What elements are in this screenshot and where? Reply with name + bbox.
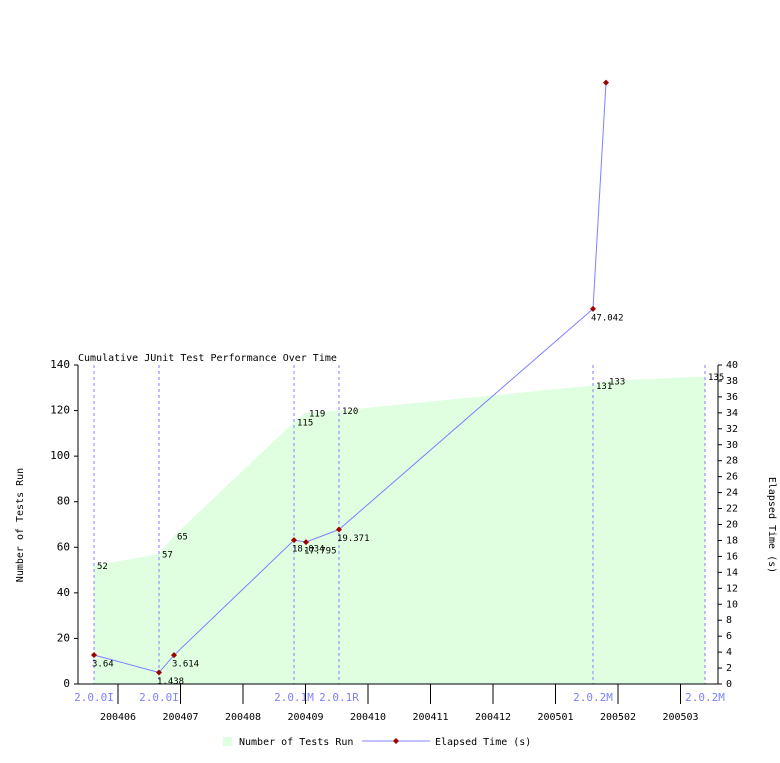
y-tick-label: 80 [57, 495, 70, 508]
x-tick-label: 200406 [100, 712, 136, 723]
y-tick-label: 140 [50, 358, 70, 371]
y2-tick-label: 8 [726, 615, 732, 626]
area-value-label: 131 [596, 382, 612, 392]
x-tick-label: 200503 [662, 712, 698, 723]
line-value-label: 19.371 [337, 534, 370, 544]
y-tick-label: 100 [50, 449, 70, 462]
x-tick-label: 200410 [350, 712, 386, 723]
legend-label: Number of Tests Run [239, 737, 353, 748]
area-value-label: 133 [609, 377, 625, 387]
y2-tick-label: 40 [726, 360, 738, 371]
line-value-label: 18.034 [292, 545, 325, 555]
y2-tick-label: 36 [726, 392, 738, 403]
area-value-label: 119 [309, 409, 325, 419]
y2-tick-label: 32 [726, 424, 738, 435]
y2-tick-label: 20 [726, 520, 738, 531]
y2-tick-label: 16 [726, 551, 738, 562]
y2-tick-label: 28 [726, 456, 738, 467]
area-value-label: 57 [162, 551, 173, 561]
y2-tick-label: 34 [726, 408, 738, 419]
x-tick-label: 200502 [600, 712, 636, 723]
y2-tick-label: 2 [726, 663, 732, 674]
area-value-label: 120 [342, 407, 358, 417]
y2-tick-label: 4 [726, 647, 732, 658]
legend-label: Elapsed Time (s) [435, 737, 531, 748]
y-tick-label: 120 [50, 404, 70, 417]
x-tick-label: 200501 [537, 712, 573, 723]
line-marker [590, 305, 596, 312]
y2-tick-label: 22 [726, 504, 738, 515]
line [93, 82, 607, 674]
line-marker [91, 651, 97, 658]
line-value-label: 3.614 [172, 660, 199, 670]
line-marker [303, 539, 309, 546]
x-tick-label: 200412 [475, 712, 511, 723]
y2-tick-label: 14 [726, 567, 738, 578]
line-marker [291, 537, 297, 544]
release-label: 2.0.2M [573, 691, 613, 704]
y2-tick-label: 26 [726, 472, 738, 483]
release-label: 2.0.1M [274, 691, 314, 704]
line-marker [156, 669, 162, 676]
area-value-label: 52 [97, 562, 108, 572]
x-tick-label: 200411 [412, 712, 448, 723]
release-label: 2.0.0I [74, 691, 114, 704]
line-value-label: 1.438 [157, 677, 184, 687]
y-tick-label: 40 [57, 586, 70, 599]
y2-tick-label: 0 [726, 679, 732, 690]
y2-tick-label: 18 [726, 535, 738, 546]
y2-axis-label: Elapsed Time (s) [766, 477, 777, 573]
area-value-label: 135 [708, 373, 724, 383]
line-value-label: 47.042 [591, 313, 624, 323]
chart-title: Cumulative JUnit Test Performance Over T… [78, 353, 337, 364]
y-axis-label: Number of Tests Run [15, 468, 26, 582]
y-tick-label: 20 [57, 631, 70, 644]
y2-tick-label: 30 [726, 440, 738, 451]
x-tick-label: 200408 [225, 712, 261, 723]
release-label: 2.0.1R [319, 691, 359, 704]
line-marker [171, 652, 177, 659]
release-label: 2.0.0I [139, 691, 179, 704]
y2-tick-label: 6 [726, 631, 732, 642]
x-tick-label: 200407 [162, 712, 198, 723]
y-tick-label: 0 [63, 677, 70, 690]
area-value-label: 115 [297, 418, 313, 428]
release-label: 2.0.2M [685, 691, 725, 704]
y2-tick-label: 38 [726, 376, 738, 387]
y-tick-label: 60 [57, 540, 70, 553]
area [94, 376, 705, 684]
line-value-label: 17.795 [304, 547, 337, 557]
legend-swatch [223, 737, 232, 746]
line-value-label: 3.64 [92, 659, 114, 669]
legend-marker [393, 738, 399, 744]
y2-tick-label: 12 [726, 583, 738, 594]
y2-tick-label: 24 [726, 488, 738, 499]
line-marker [603, 79, 609, 86]
area-value-label: 65 [177, 532, 188, 542]
y2-tick-label: 10 [726, 599, 738, 610]
x-tick-label: 200409 [287, 712, 323, 723]
line-marker [336, 526, 342, 533]
